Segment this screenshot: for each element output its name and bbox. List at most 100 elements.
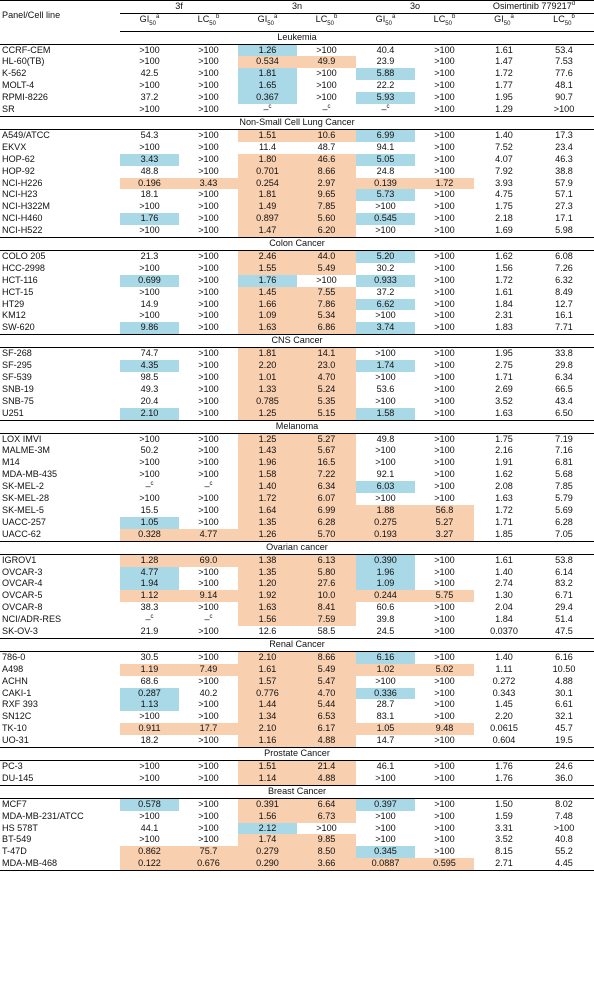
gi50-value: 4.35 — [120, 360, 179, 372]
lc50-value: >100 — [198, 298, 219, 309]
lc50-value: >100 — [198, 262, 219, 273]
lc50-value: >100 — [198, 493, 219, 504]
lc50-value: 10.50 — [552, 663, 576, 674]
section-header-row: CNS Cancer — [0, 334, 594, 349]
table-row: SF-295 4.35 >100 2.20 23.0 1.74 >100 2.75 29.8 — [0, 360, 594, 372]
lc50-value: 7.59 — [297, 614, 356, 627]
cell-line-name: NCI-H226 — [2, 177, 43, 188]
lc50-header: LC50b — [297, 13, 356, 32]
lc50-value: >100 — [198, 834, 219, 845]
gi50-value: 1.72 — [238, 493, 297, 505]
cell-line-name: ACHN — [2, 675, 28, 686]
cell-line-name: K-562 — [2, 68, 27, 79]
gi50-value: >100 — [375, 834, 396, 845]
lc50-value: >100 — [198, 810, 219, 821]
lc50-value: 2.97 — [297, 177, 356, 190]
gi50-value: 3.52 — [495, 834, 513, 845]
gi50-value: >100 — [375, 493, 396, 504]
gi50-value: 1.63 — [238, 602, 297, 615]
gi50-value: 1.45 — [495, 699, 513, 710]
gi50-value: 37.2 — [376, 286, 395, 297]
lc50-value: 40.2 — [199, 687, 218, 698]
gi50-value: 1.74 — [238, 834, 297, 847]
gi50-value: 0.328 — [120, 528, 179, 542]
section-title: CNS Cancer — [0, 334, 594, 349]
gi50-value: 0.290 — [238, 858, 297, 872]
gi50-value: 1.56 — [238, 614, 297, 627]
gi50-value: 0.0887 — [356, 858, 415, 872]
lc50-value: 7.49 — [179, 663, 238, 676]
table-row: M14 >100 >100 1.96 16.5 >100 >100 1.91 6.81 — [0, 457, 594, 470]
table-row: ACHN 68.6 >100 1.57 5.47 >100 >100 0.272 4.88 — [0, 675, 594, 688]
lc50-value: >100 — [434, 481, 455, 492]
lc50-value: 36.0 — [555, 772, 573, 783]
gi50-value: 1.95 — [495, 92, 513, 103]
gi50-value: 4.75 — [495, 189, 513, 200]
lc50-value: 4.45 — [534, 858, 594, 872]
gi50-value: 1.14 — [238, 772, 297, 786]
gi50-value: 1.65 — [238, 80, 297, 93]
table-row: T-47D 0.862 75.7 0.279 8.50 0.345 >100 8.15 55.2 — [0, 846, 594, 859]
lc50-value: >100 — [198, 104, 219, 115]
gi50-value: 1.12 — [120, 590, 179, 603]
lc50-value: >100 — [198, 68, 219, 79]
lc50-value: 12.7 — [555, 298, 573, 309]
lc50-value: >100 — [434, 141, 455, 152]
gi50-value: 0.272 — [492, 675, 516, 686]
lc50-value: >100 — [434, 153, 455, 164]
section-title: Breast Cancer — [0, 784, 594, 799]
table-row: HCT-15 >100 >100 1.45 7.55 37.2 >100 1.61 8.49 — [0, 286, 594, 299]
table-row: MDA-MB-468 0.122 0.676 0.290 3.66 0.0887 0.595… — [0, 858, 594, 872]
gi50-value: 2.74 — [495, 578, 513, 589]
gi50-value: 1.28 — [120, 554, 179, 567]
cell-line-name: MDA-MB-231/ATCC — [2, 810, 84, 821]
section-title: Melanoma — [0, 419, 594, 434]
gi50-value: 54.3 — [140, 129, 159, 140]
gi50-value: 1.02 — [356, 663, 415, 676]
gi50-value: 5.88 — [356, 68, 415, 81]
gi50-value: >100 — [375, 225, 396, 236]
gi50-value: 23.9 — [376, 56, 395, 67]
section-title: Colon Cancer — [0, 237, 594, 251]
gi50-value: 0.244 — [356, 590, 415, 603]
lc50-value: 5.27 — [415, 516, 474, 529]
gi50-value: 1.45 — [238, 286, 297, 299]
gi50-value: 37.2 — [140, 92, 159, 103]
table-row: IGROV1 1.28 69.0 1.38 6.13 0.390 >100 1.61 53.8 — [0, 554, 594, 567]
gi50-value: 48.8 — [140, 165, 159, 176]
table-row: RPMI-8226 37.2 >100 0.367 >100 5.93 >100 1.95 90… — [0, 92, 594, 105]
lc50-value: –c — [204, 614, 213, 625]
cell-line-name: A498 — [2, 663, 24, 674]
lc50-value: >100 — [434, 457, 455, 468]
table-row: A498 1.19 7.49 1.61 5.49 1.02 5.02 1.11 10.50 — [0, 663, 594, 676]
table-row: HCT-116 0.699 >100 1.76 >100 0.933 >100 1.72 6.3… — [0, 274, 594, 287]
lc50-value: 0.676 — [179, 858, 238, 872]
lc50-value: –c — [204, 481, 213, 492]
section-header-row: Prostate Cancer — [0, 747, 594, 761]
lc50-value: >100 — [198, 92, 219, 103]
gi50-value: >100 — [139, 56, 160, 67]
gi50-value: 1.25 — [238, 433, 297, 446]
gi50-value: 1.61 — [495, 286, 513, 297]
lc50-value: 6.34 — [297, 481, 356, 494]
gi50-header: GI50a — [238, 13, 297, 32]
lc50-value: >100 — [198, 735, 219, 746]
cell-line-name: HCC-2998 — [2, 262, 45, 273]
gi50-value: 6.16 — [356, 651, 415, 664]
table-row: TK-10 0.911 17.7 2.10 6.17 1.05 9.48 0.0615 45.7 — [0, 723, 594, 736]
lc50-value: 47.5 — [555, 626, 573, 637]
lc50-value: >100 — [434, 407, 455, 418]
header-row-metrics: GI50a LC50b GI50a LC50b GI50a LC50b GI50a LC50b — [0, 13, 594, 32]
lc50-value: 45.7 — [555, 723, 573, 734]
lc50-value: 4.88 — [555, 675, 573, 686]
gi50-value: 1.47 — [495, 56, 513, 67]
lc50-value: >100 — [434, 822, 455, 833]
gi50-value: 0.275 — [356, 516, 415, 529]
lc50-value: >100 — [198, 189, 219, 200]
gi50-value: 44.1 — [140, 822, 159, 833]
lc50-value: >100 — [198, 445, 219, 456]
lc50-value: 8.41 — [297, 602, 356, 615]
lc50-value: 53.8 — [555, 554, 573, 565]
cell-line-name: EKVX — [2, 141, 27, 152]
gi50-value: 2.31 — [495, 310, 513, 321]
